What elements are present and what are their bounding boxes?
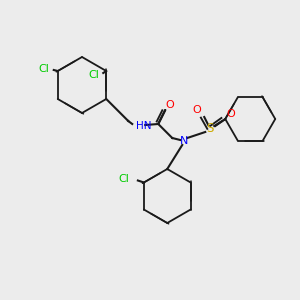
Text: O: O	[166, 100, 175, 110]
Text: O: O	[193, 105, 202, 115]
Text: Cl: Cl	[38, 64, 49, 74]
Text: O: O	[227, 109, 236, 119]
Text: Cl: Cl	[89, 70, 100, 80]
Text: N: N	[180, 136, 188, 146]
Text: HN: HN	[136, 121, 152, 131]
Text: Cl: Cl	[118, 175, 129, 184]
Text: S: S	[207, 122, 214, 136]
